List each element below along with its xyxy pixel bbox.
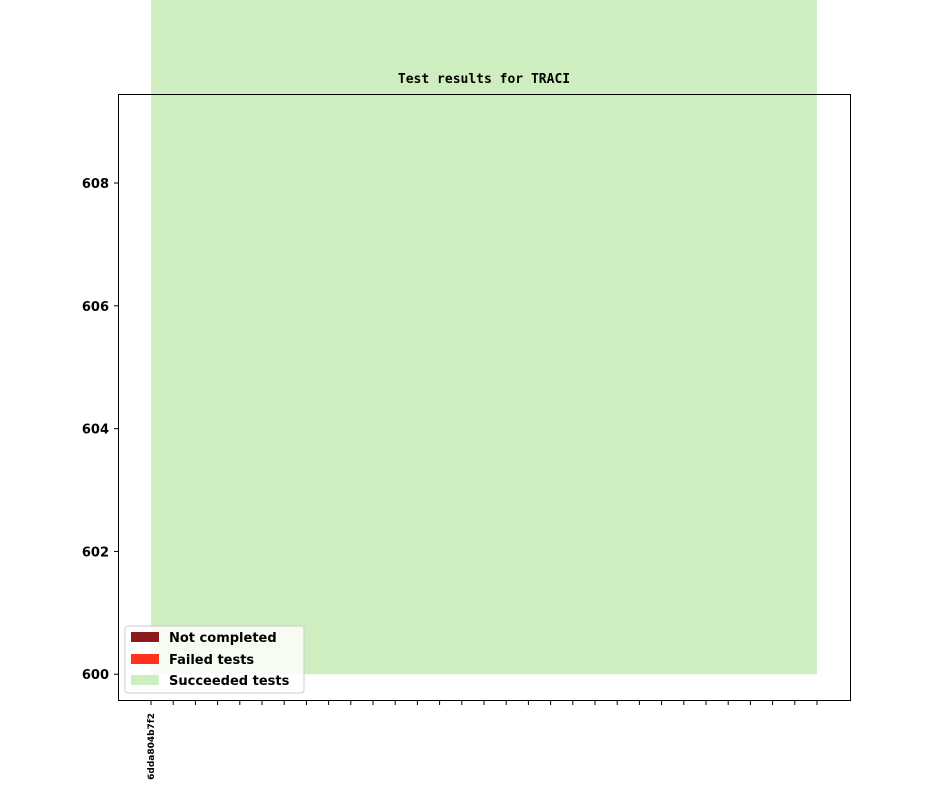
legend: Not completed Failed tests Succeeded tes… [124,625,305,694]
area-succeeded-tests [151,0,817,675]
legend-swatch-not-completed [131,632,159,642]
y-tick-label: 606 [82,300,109,315]
x-tick-label: 6dda804b7f2 [147,713,157,780]
legend-swatch-failed [131,654,159,664]
legend-label-failed: Failed tests [169,653,254,668]
y-tick-label: 608 [82,177,109,192]
legend-label-not-completed: Not completed [169,631,277,646]
y-tick-label: 600 [82,668,109,683]
legend-swatch-succeeded [131,675,159,685]
legend-label-succeeded: Succeeded tests [169,674,290,689]
y-tick-label: 602 [82,545,109,560]
y-tick-label: 604 [82,423,109,438]
chart-title: Test results for TRACI [397,72,571,87]
legend-box [124,625,305,694]
